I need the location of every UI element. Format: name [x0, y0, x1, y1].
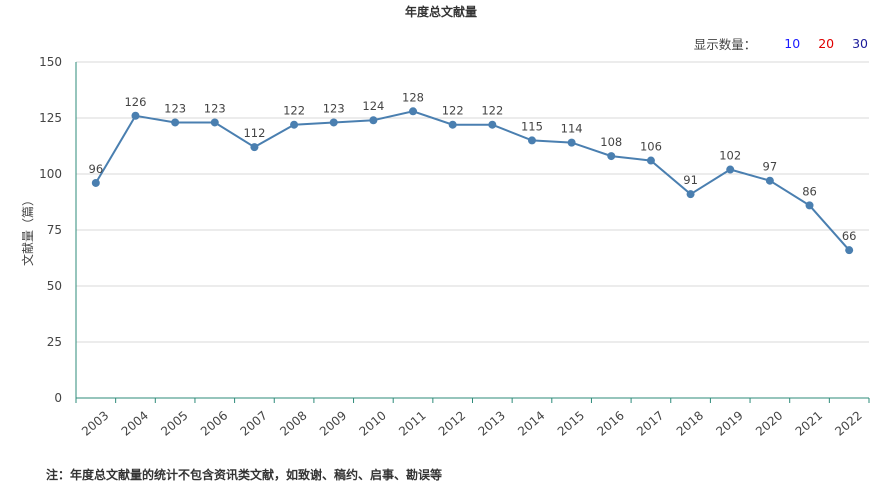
data-label: 122 [442, 104, 464, 118]
data-label: 97 [763, 160, 778, 174]
x-tick-label: 2010 [357, 408, 389, 438]
data-label: 123 [164, 101, 186, 115]
data-points [91, 107, 854, 255]
data-point[interactable] [448, 120, 457, 129]
data-label: 122 [283, 104, 305, 118]
x-tick-label: 2022 [832, 408, 864, 438]
x-tick-label: 2018 [674, 408, 706, 438]
y-tick-label: 0 [54, 391, 62, 405]
data-point[interactable] [488, 120, 497, 129]
data-point[interactable] [369, 116, 378, 125]
x-tick-label: 2014 [515, 408, 547, 438]
data-label: 124 [362, 99, 384, 113]
series-line [94, 110, 850, 251]
x-tick-label: 2012 [436, 408, 468, 438]
x-tick-label: 2017 [634, 408, 666, 438]
x-tick-label: 2015 [555, 408, 587, 438]
y-tick-label: 75 [47, 223, 62, 237]
display-count-label: 显示数量： [693, 37, 757, 52]
x-tick-label: 2008 [277, 408, 309, 438]
data-point[interactable] [726, 165, 735, 174]
data-point[interactable] [805, 201, 814, 210]
data-point[interactable] [646, 156, 655, 165]
data-label: 91 [683, 173, 698, 187]
data-point[interactable] [131, 111, 140, 120]
x-tick-label: 2007 [238, 408, 270, 438]
x-tick-label: 2019 [713, 408, 745, 438]
x-axis-ticks: 2003 2004 2005 2006 2007 2008 2009 2010 2011 2012… [75, 398, 870, 439]
data-point[interactable] [171, 118, 180, 127]
data-point[interactable] [607, 152, 616, 161]
data-labels: 96 126 123 123 112 122 123 124 128 122 122 115 114 10… [89, 90, 857, 243]
data-point[interactable] [409, 107, 418, 116]
data-label: 66 [842, 229, 857, 243]
data-point[interactable] [765, 176, 774, 185]
data-label: 96 [89, 162, 104, 176]
data-point[interactable] [527, 136, 536, 145]
data-label: 86 [802, 184, 817, 198]
data-point[interactable] [210, 118, 219, 127]
y-axis-label: 文献量（篇） [20, 194, 35, 266]
data-point[interactable] [845, 246, 854, 255]
footnote: 注：年度总文献量的统计不包含资讯类文献，如致谢、稿约、启事、勘误等 [46, 468, 443, 482]
data-label: 112 [243, 126, 265, 140]
data-label: 126 [124, 95, 146, 109]
data-point[interactable] [290, 120, 299, 129]
y-axis-ticks: 0 25 50 75 100 125 150 [39, 55, 62, 405]
display-count-option-20[interactable]: 20 [818, 36, 835, 51]
data-point[interactable] [250, 143, 259, 152]
display-count-control: 显示数量： 10 20 30 [694, 34, 868, 53]
chart-title: 年度总文献量 [405, 4, 477, 19]
display-count-option-10[interactable]: 10 [784, 36, 801, 51]
x-tick-label: 2013 [476, 408, 508, 438]
data-label: 114 [561, 122, 583, 136]
data-label: 102 [719, 149, 741, 163]
x-tick-label: 2006 [198, 408, 230, 438]
x-tick-label: 2016 [594, 408, 626, 438]
data-label: 123 [204, 101, 226, 115]
x-tick-label: 2009 [317, 408, 349, 438]
data-point[interactable] [686, 190, 695, 199]
data-point[interactable] [567, 138, 576, 147]
y-tick-label: 125 [39, 111, 62, 125]
data-label: 123 [323, 101, 345, 115]
y-tick-label: 50 [47, 279, 62, 293]
y-tick-label: 150 [39, 55, 62, 69]
x-tick-label: 2005 [158, 408, 190, 438]
grid-lines [76, 61, 869, 343]
x-tick-label: 2021 [793, 408, 825, 438]
x-tick-label: 2003 [79, 408, 111, 438]
data-point[interactable] [329, 118, 338, 127]
data-label: 122 [481, 104, 503, 118]
y-tick-label: 25 [47, 335, 62, 349]
data-label: 128 [402, 90, 424, 104]
display-count-option-30[interactable]: 30 [852, 36, 868, 51]
x-tick-label: 2011 [396, 408, 428, 438]
y-tick-label: 100 [39, 167, 62, 181]
data-label: 115 [521, 119, 543, 133]
x-tick-label: 2004 [119, 408, 151, 438]
data-label: 106 [640, 140, 662, 154]
x-tick-label: 2020 [753, 408, 785, 438]
data-label: 108 [600, 135, 622, 149]
data-point[interactable] [91, 178, 100, 187]
